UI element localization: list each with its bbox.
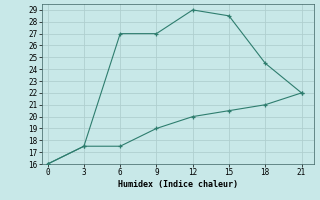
X-axis label: Humidex (Indice chaleur): Humidex (Indice chaleur)	[118, 180, 237, 189]
